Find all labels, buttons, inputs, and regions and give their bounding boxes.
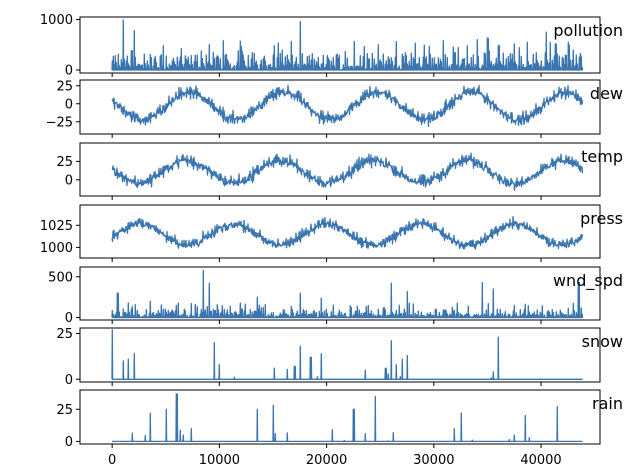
y-tick-label: 0 xyxy=(65,97,73,112)
y-tick-label: 0 xyxy=(65,311,73,326)
y-tick-label: 1000 xyxy=(40,13,73,28)
series-line-dew xyxy=(111,84,584,128)
series-line-press xyxy=(111,215,584,250)
subplot-temp: 0 25 temp xyxy=(56,142,623,200)
subplot-pollution: 0 1000 pollution xyxy=(40,13,623,78)
subplot-title: press xyxy=(580,209,623,228)
subplot-frame xyxy=(79,204,601,259)
series-line-temp xyxy=(111,152,584,191)
x-tick-label: 30000 xyxy=(413,453,454,468)
subplot-title: wnd_spd xyxy=(553,271,623,291)
series-line-wnd-spd xyxy=(111,269,584,319)
subplot-frame xyxy=(79,389,601,445)
y-tick-label: 25 xyxy=(56,79,73,94)
subplot-frame xyxy=(79,142,601,197)
subplot-frame xyxy=(79,327,601,383)
subplot-title: rain xyxy=(592,394,623,413)
subplot-snow: 0 25 snow xyxy=(56,327,623,388)
y-tick-label: 0 xyxy=(65,373,73,388)
series-line-snow xyxy=(111,329,583,380)
y-tick-label: 0 xyxy=(65,63,73,78)
y-tick-label: 500 xyxy=(48,270,73,285)
subplot-title: snow xyxy=(582,332,623,351)
y-tick-label: 25 xyxy=(56,155,73,170)
subplot-press: 1000 1025 press xyxy=(40,204,623,262)
y-tick-label: 25 xyxy=(56,327,73,342)
x-tick-label: 0 xyxy=(108,453,116,468)
subplot-title: pollution xyxy=(553,21,623,40)
series-line-pollution xyxy=(111,19,584,71)
series-line-rain xyxy=(111,393,583,443)
y-tick-label: 1025 xyxy=(40,219,73,234)
y-tick-label: −25 xyxy=(46,115,73,130)
x-tick-label: 20000 xyxy=(306,453,347,468)
subplot-wnd-spd: 0 500 wnd_spd xyxy=(48,266,623,326)
y-tick-label: 0 xyxy=(65,173,73,188)
y-tick-label: 25 xyxy=(56,403,73,418)
subplot-title: temp xyxy=(581,147,623,166)
subplot-rain: 0 25 rain xyxy=(56,389,623,450)
y-tick-label: 1000 xyxy=(40,241,73,256)
subplot-dew: −25 0 25 dew xyxy=(46,79,623,138)
y-tick-label: 0 xyxy=(65,435,73,450)
x-tick-label: 10000 xyxy=(199,453,240,468)
shared-x-axis: 0 10000 20000 30000 40000 xyxy=(108,453,562,468)
subplot-title: dew xyxy=(590,84,623,103)
x-tick-label: 40000 xyxy=(520,453,561,468)
